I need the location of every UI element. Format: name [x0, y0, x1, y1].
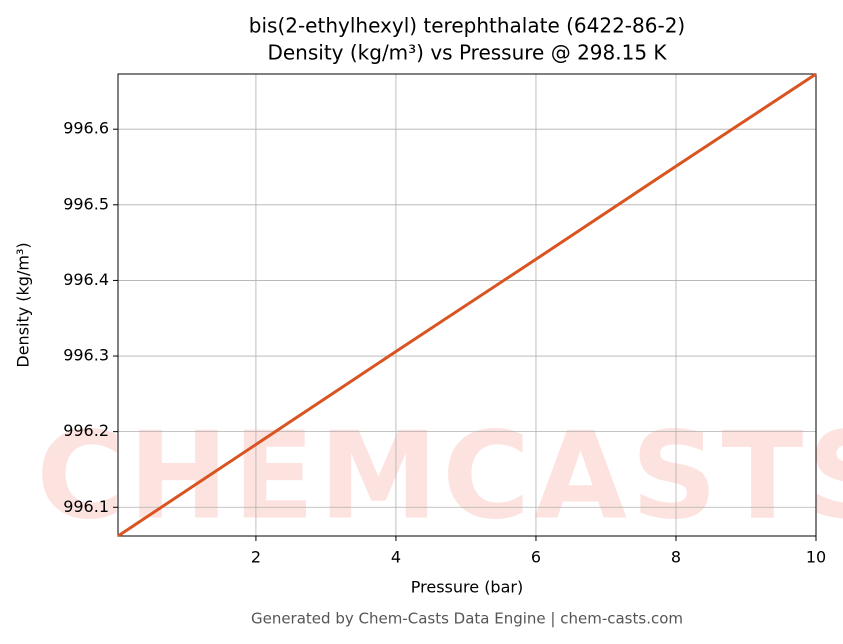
chart-subtitle: Density (kg/m³) vs Pressure @ 298.15 K: [267, 41, 667, 65]
y-tick-label: 996.4: [63, 270, 109, 289]
footer: Generated by Chem-Casts Data Engine | ch…: [251, 610, 683, 628]
y-tick-label: 996.6: [63, 119, 109, 138]
y-tick-label: 996.3: [63, 346, 109, 365]
plot-frame: [117, 73, 817, 537]
x-tick-label: 6: [531, 548, 541, 567]
x-tick-label: 4: [391, 548, 401, 567]
watermark: CHEMCASTS: [36, 408, 843, 547]
data-line: [117, 72, 817, 538]
y-tick-label: 996.1: [63, 497, 109, 516]
x-tick-label: 2: [251, 548, 261, 567]
y-tick-label: 996.2: [63, 421, 109, 440]
x-axis-label: Pressure (bar): [411, 578, 523, 597]
y-axis-label: Density (kg/m³): [14, 242, 33, 367]
x-tick-label: 10: [806, 548, 826, 567]
chart-title: bis(2-ethylhexyl) terephthalate (6422-86…: [249, 14, 685, 38]
x-tick-label: 8: [671, 548, 681, 567]
y-tick-label: 996.5: [63, 194, 109, 213]
